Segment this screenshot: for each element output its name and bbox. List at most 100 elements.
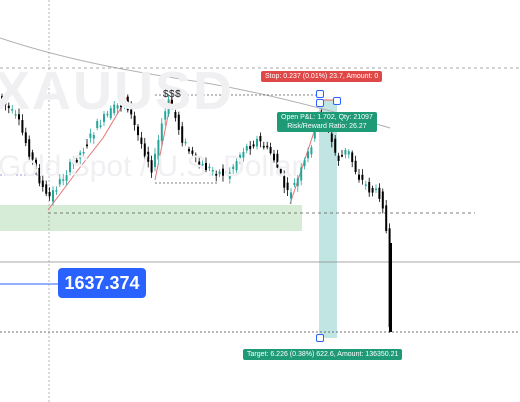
candle-body [18, 114, 20, 120]
demand-zone[interactable] [0, 205, 302, 231]
candle-body [103, 114, 105, 122]
candle-body [279, 168, 282, 173]
candle-body [344, 150, 347, 155]
candle-body [38, 167, 41, 184]
candle-body [184, 141, 187, 144]
candle-body [116, 105, 119, 109]
moving-average-line [0, 37, 391, 129]
candle-body [371, 187, 374, 193]
candle-body [109, 108, 112, 119]
candle-body [198, 161, 201, 167]
stop-info-tag[interactable]: Stop: 0.237 (0.01%) 23.7, Amount: 0 [261, 71, 383, 82]
candle-body [368, 181, 371, 193]
candle-body [1, 96, 3, 102]
candle-body [92, 135, 95, 139]
candle-body [194, 154, 197, 158]
candle-body [252, 144, 255, 147]
position-width-handle[interactable] [333, 97, 341, 105]
candle-body [143, 143, 146, 157]
position-entry-handle[interactable] [316, 99, 324, 107]
candle-body [160, 123, 163, 142]
candle-body [205, 162, 207, 171]
candle-body [290, 192, 292, 199]
candle-body [215, 173, 218, 176]
candle-body [150, 160, 153, 173]
candle-body [154, 153, 156, 168]
candle-body [293, 182, 296, 186]
candle-body [7, 105, 10, 109]
candle-body [123, 102, 126, 106]
candle-body [218, 171, 221, 175]
candle-body [177, 114, 180, 130]
candle-body [341, 155, 343, 157]
candle-body [310, 147, 313, 155]
candle-body [48, 191, 51, 197]
candle-body [157, 139, 160, 160]
candle-body [307, 151, 309, 159]
candle-body [99, 125, 102, 127]
candle-body [35, 159, 37, 170]
candle-body [126, 96, 129, 111]
position-top-handle[interactable] [316, 90, 324, 98]
candle-body [133, 115, 136, 126]
candle-body [375, 188, 377, 191]
candle-body [137, 126, 139, 136]
candle-body [235, 161, 238, 171]
candle-body [174, 111, 177, 118]
candle-body [181, 126, 184, 143]
candle-body [31, 152, 34, 160]
candle-body [334, 138, 337, 153]
candle-body [385, 205, 388, 231]
candle-body [89, 133, 92, 138]
candle-body [378, 187, 381, 199]
candle-body [364, 184, 367, 186]
candle-body [303, 159, 306, 167]
candle-body [86, 144, 88, 147]
candle-body [21, 120, 24, 133]
candle-body [96, 121, 99, 129]
candle-body [232, 166, 235, 170]
candle-body [164, 111, 167, 120]
candle-body [28, 139, 31, 157]
candle-body [72, 161, 75, 164]
candle-body [337, 155, 340, 161]
candle-body [351, 152, 354, 162]
candle-body [140, 137, 143, 144]
candle-body [259, 135, 262, 142]
candle-body [171, 99, 173, 108]
candle-body [296, 178, 299, 187]
candle-body [211, 169, 214, 172]
risk-reward-text: Risk/Reward Ratio: 26.27 [287, 123, 367, 130]
candle-body [201, 163, 204, 166]
candle-body [245, 146, 248, 151]
candle-body [354, 160, 357, 173]
candle-body [256, 138, 258, 147]
position-target-zone[interactable] [319, 100, 337, 338]
candle-body [58, 179, 61, 185]
candle-body [313, 125, 316, 139]
candle-body [266, 145, 269, 148]
candle-body [381, 191, 384, 209]
open-pl-tag[interactable]: Open P&L: 1.702, Qty: 21097 Risk/Reward … [277, 112, 377, 132]
candle-body [249, 145, 252, 150]
candle-body [65, 175, 68, 181]
candle-body [14, 114, 17, 116]
candle-body [120, 105, 122, 108]
open-pl-text: Open P&L: 1.702, Qty: 21097 [281, 114, 373, 121]
candle-body [24, 132, 27, 144]
candle-body [228, 172, 231, 179]
candle-body [11, 109, 14, 111]
candle-body [276, 153, 279, 168]
candle-body [330, 133, 333, 142]
candle-body [41, 180, 44, 188]
position-target-handle[interactable] [316, 334, 324, 342]
candle-body [147, 151, 150, 162]
candle-body [262, 145, 265, 148]
candle-body [45, 184, 48, 194]
target-info-tag[interactable]: Target: 6.226 (0.38%) 622.6, Amount: 136… [243, 349, 403, 360]
candle-body [208, 166, 211, 169]
candle-body [286, 182, 289, 191]
candle-body [225, 171, 228, 174]
